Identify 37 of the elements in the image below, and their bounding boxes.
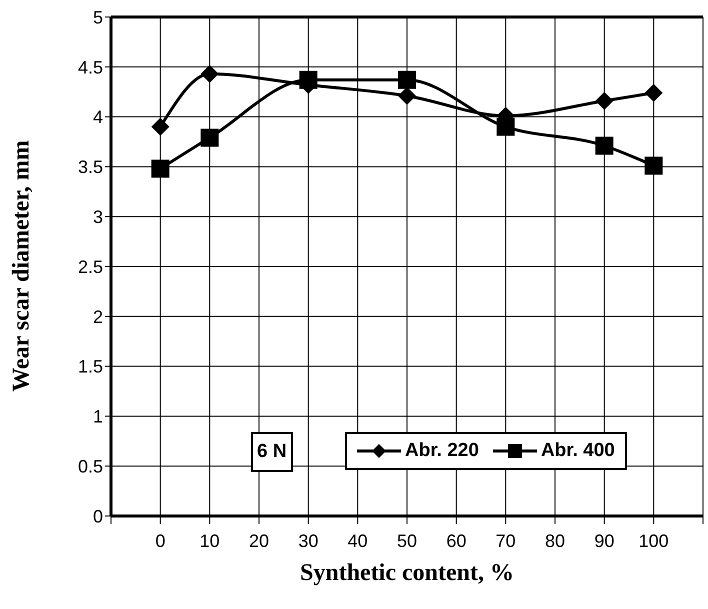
- y-tick-label: 5: [92, 7, 103, 28]
- point: [595, 136, 614, 155]
- x-tick-label: 100: [638, 530, 669, 551]
- y-tick-label: 3.5: [78, 157, 103, 178]
- point: [398, 70, 416, 89]
- y-tick-label: 2.5: [78, 256, 103, 277]
- x-tick-label: 0: [155, 530, 166, 551]
- point: [200, 128, 219, 147]
- point: [398, 86, 416, 105]
- x-tick-label: 90: [594, 530, 614, 551]
- point: [151, 118, 170, 136]
- point: [151, 160, 170, 178]
- point: [644, 84, 663, 102]
- y-tick-label: 0.5: [78, 456, 103, 476]
- y-tick-label: 2: [92, 306, 103, 327]
- x-tick-label: 80: [544, 530, 566, 551]
- legend-label: Abr. 220: [405, 440, 479, 462]
- point: [200, 64, 219, 83]
- point: [595, 92, 614, 110]
- point: [644, 156, 663, 175]
- legend-label: Abr. 400: [540, 440, 615, 462]
- y-axis-title: Wear scar diameter, mm: [8, 140, 36, 392]
- y-tick-label: 1: [92, 406, 103, 427]
- y-tick-label: 1.5: [78, 356, 103, 377]
- y-tick-label: 4: [92, 107, 103, 128]
- x-tick-label: 10: [200, 530, 220, 551]
- x-tick-label: 20: [248, 530, 270, 551]
- y-tick-label: 4.5: [78, 57, 103, 78]
- x-tick-label: 50: [396, 530, 418, 551]
- x-tick-label: 60: [446, 530, 466, 551]
- y-tick-label: 3: [92, 206, 103, 227]
- x-tick-label: 30: [298, 530, 318, 551]
- annotation: 6 N: [251, 432, 293, 472]
- y-tick-label: 0: [92, 506, 103, 526]
- x-axis-title: Synthetic content, %: [299, 560, 515, 587]
- x-tick-label: 70: [496, 530, 516, 551]
- x-tick-label: 40: [348, 530, 368, 551]
